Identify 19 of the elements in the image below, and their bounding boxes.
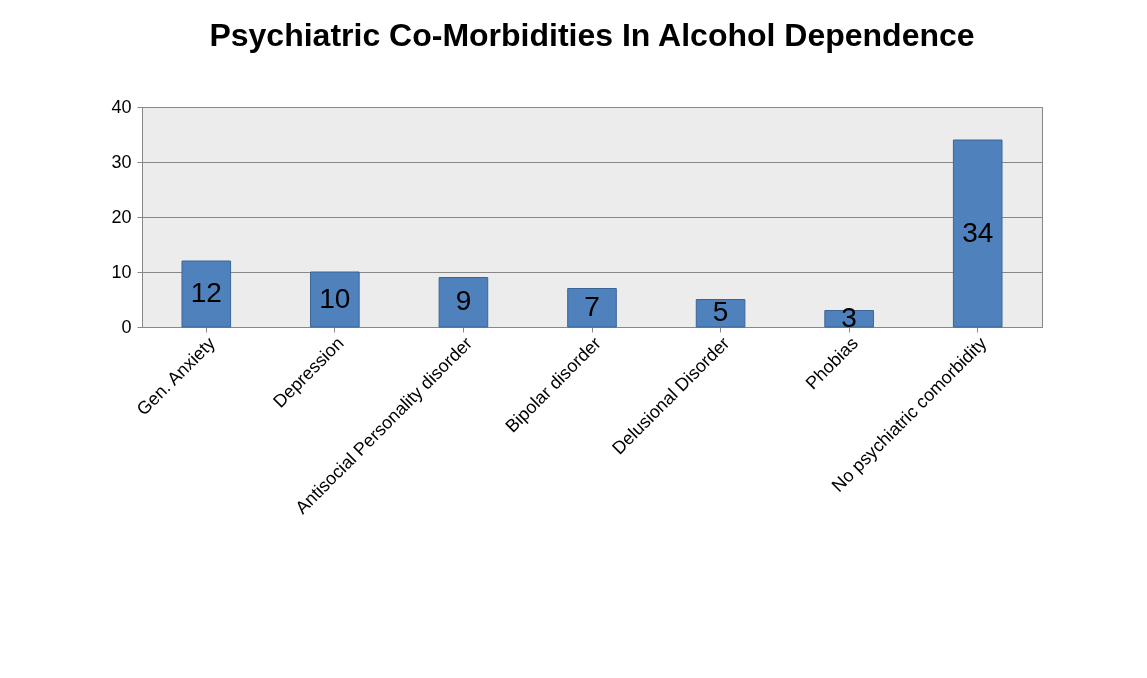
y-tick-label: 20 — [111, 206, 132, 227]
bar — [438, 277, 489, 328]
bar — [952, 139, 1003, 328]
data-label: 34 — [962, 216, 994, 248]
y-tick-label: 0 — [121, 316, 132, 337]
y-tick-label: 30 — [111, 151, 132, 172]
bar — [695, 299, 746, 328]
bar — [310, 271, 360, 328]
bar — [567, 288, 617, 328]
data-label: 7 — [584, 290, 600, 322]
y-tick-label: 10 — [111, 261, 132, 282]
data-label: 9 — [455, 285, 472, 317]
data-label: 5 — [712, 296, 729, 328]
data-label: 12 — [190, 277, 222, 308]
bar — [181, 260, 232, 328]
y-tick-label: 40 — [111, 96, 132, 117]
data-label: 3 — [841, 301, 857, 333]
chart-title: Psychiatric Co-Morbidities In Alcohol Dependence — [209, 17, 975, 53]
data-label: 10 — [319, 282, 351, 314]
